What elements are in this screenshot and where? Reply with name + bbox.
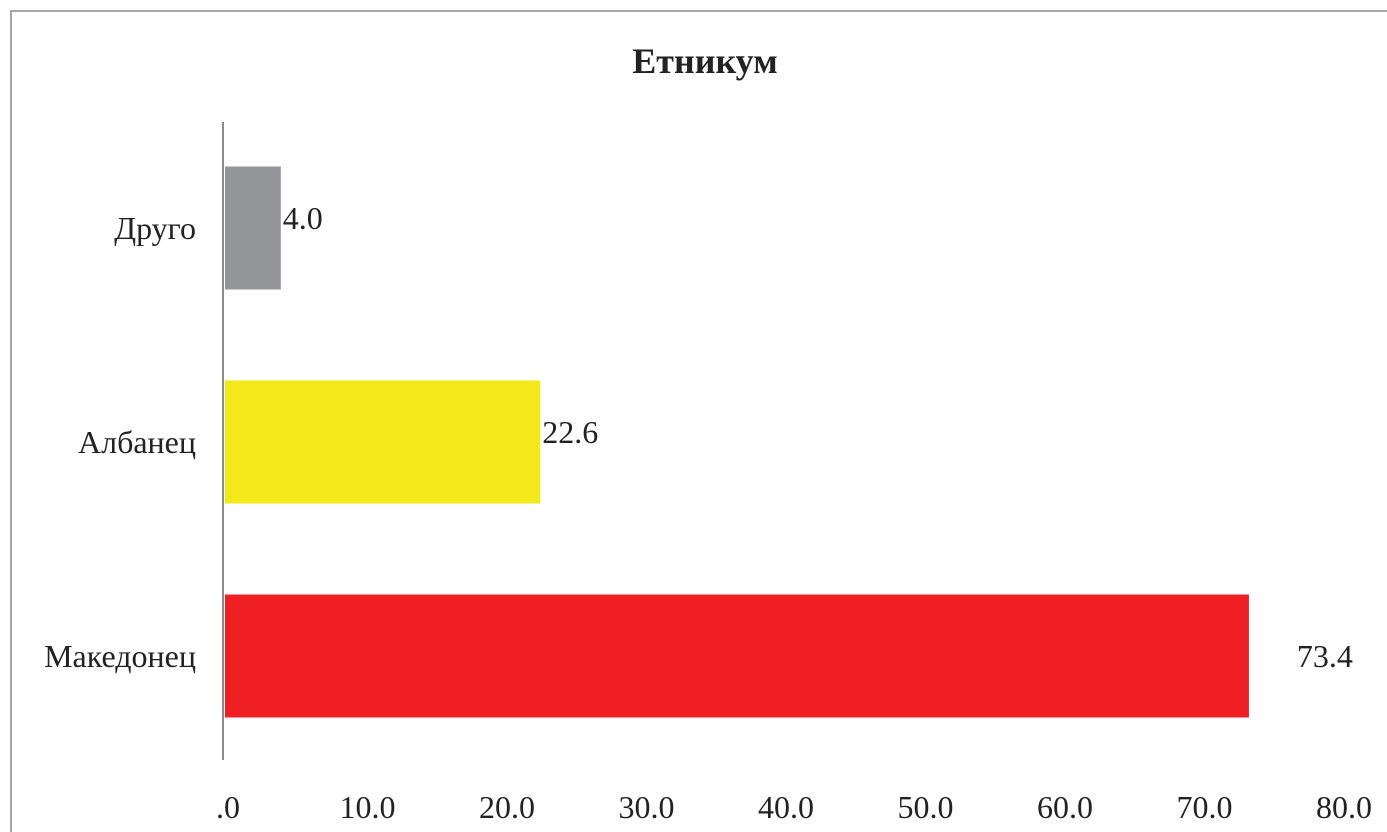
x-tick-label: 10.0	[340, 789, 396, 825]
category-label: Друго	[114, 210, 196, 246]
category-labels-layer: Македонец Албанец Друго	[44, 210, 196, 674]
x-tick-label: 70.0	[1177, 789, 1233, 825]
x-tick-label: 20.0	[479, 789, 535, 825]
bar	[225, 380, 541, 504]
category-label: Македонец	[44, 638, 196, 674]
x-tick-label: 50.0	[898, 789, 954, 825]
data-label: 22.6	[542, 414, 598, 450]
x-tick-label: 60.0	[1037, 789, 1093, 825]
data-label: 73.4	[1297, 638, 1353, 674]
category-label: Албанец	[78, 424, 196, 460]
x-tick-labels-layer: .0 10.0 20.0 30.0 40.0 50.0 60.0 70.0 80.0	[216, 789, 1372, 825]
x-tick-label: .0	[216, 789, 240, 825]
data-labels-layer: 73.4 22.6 4.0	[283, 200, 1353, 674]
x-tick-label: 80.0	[1316, 789, 1372, 825]
x-tick-label: 40.0	[758, 789, 814, 825]
chart-title: Етникум	[632, 41, 777, 81]
x-tick-label: 30.0	[619, 789, 675, 825]
bar	[225, 594, 1249, 718]
bar	[225, 166, 281, 290]
bars-layer	[225, 166, 1249, 718]
data-label: 4.0	[283, 200, 323, 236]
